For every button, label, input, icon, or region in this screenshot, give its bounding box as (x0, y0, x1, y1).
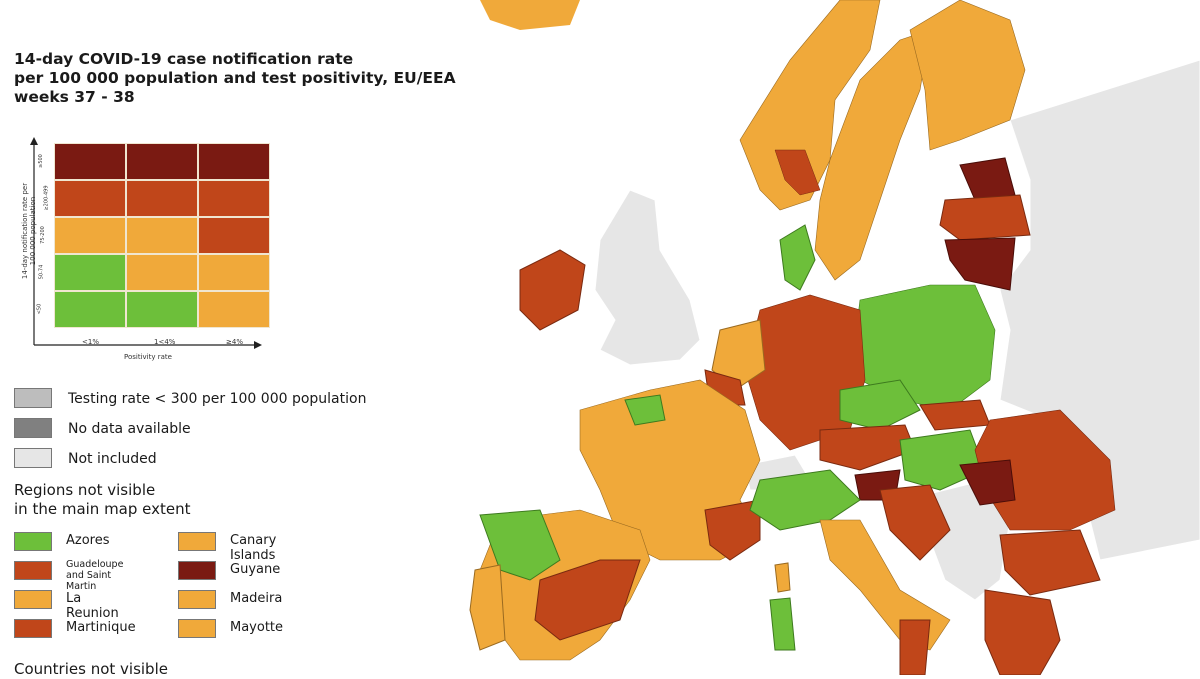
map-title: 14-day COVID-19 case notification rate p… (14, 50, 456, 106)
matrix-row-label: <50 (36, 303, 43, 315)
map-italy-south (899, 619, 931, 676)
region-swatch (14, 590, 52, 609)
no-data-swatch (14, 418, 52, 438)
region-swatch (178, 532, 216, 551)
map-spain-north-west (479, 509, 561, 581)
map-croatia (879, 484, 951, 561)
map-latvia (939, 194, 1031, 241)
map-norway (739, 0, 881, 211)
matrix-cell (54, 254, 126, 291)
region-swatch (178, 590, 216, 609)
map-ireland (519, 249, 586, 331)
region-label: Madeira (230, 591, 283, 606)
map-slovakia (919, 399, 991, 431)
matrix-axes (30, 137, 262, 349)
region-label: Canary Islands (230, 533, 277, 563)
rate-positivity-matrix: 14-day notification rate per 100 000 pop… (14, 135, 274, 365)
matrix-col-label: 1<4% (154, 338, 176, 346)
matrix-cell (198, 291, 270, 328)
region-label: Guadeloupe and Saint Martin (66, 559, 124, 592)
matrix-row-label: 75-200 (39, 226, 46, 244)
matrix-cell (126, 180, 198, 217)
regions-heading: Regions not visible in the main map exte… (14, 481, 191, 518)
map-estonia (959, 157, 1016, 201)
map-sardinia (769, 597, 796, 651)
region-label: La Reunion (66, 591, 119, 621)
matrix-cell (126, 217, 198, 254)
map-czechia (839, 379, 921, 431)
map-uk-not-included (594, 189, 701, 366)
map-bulgaria (999, 529, 1101, 596)
not-included-swatch (14, 448, 52, 468)
matrix-cell (54, 143, 126, 180)
map-greece (984, 589, 1061, 676)
matrix-cell (198, 180, 270, 217)
map-sweden (814, 29, 931, 281)
matrix-cell (54, 180, 126, 217)
matrix-row-label: ≥200-499 (43, 185, 50, 211)
map-norway-south (774, 149, 821, 196)
map-finland (909, 0, 1026, 151)
matrix-cell (54, 217, 126, 254)
map-france-south-east (704, 499, 761, 561)
region-label: Mayotte (230, 620, 284, 635)
matrix-cell (198, 254, 270, 291)
matrix-row-label: ≥500 (37, 154, 44, 168)
region-label: Guyane (230, 562, 281, 577)
map-denmark (779, 224, 816, 291)
matrix-col-label: ≥4% (226, 338, 243, 346)
testing-rate-swatch (14, 388, 52, 408)
map-hungary (899, 429, 986, 491)
matrix-cell (54, 291, 126, 328)
map-greenland-iceland (480, 0, 580, 30)
matrix-row-label: 50-74 (38, 264, 45, 280)
region-swatch (14, 532, 52, 551)
matrix-x-axis-label: Positivity rate (124, 353, 172, 361)
map-corsica (774, 562, 791, 593)
map-romania-north (959, 459, 1016, 506)
matrix-col-label: <1% (82, 338, 99, 346)
map-germany (744, 294, 866, 451)
map-benelux (711, 319, 766, 391)
matrix-cell (198, 143, 270, 180)
map-austria (819, 424, 916, 471)
map-russia-not-included (999, 59, 1200, 561)
testing-rate-label: Testing rate < 300 per 100 000 populatio… (68, 391, 367, 407)
no-data-label: No data available (68, 421, 191, 437)
region-label: Azores (66, 533, 110, 548)
matrix-cell (126, 254, 198, 291)
countries-heading: Countries not visible (14, 660, 168, 678)
map-lithuania (944, 237, 1016, 291)
map-portugal (469, 564, 506, 651)
region-label: Martinique (66, 620, 136, 635)
region-swatch (14, 619, 52, 638)
region-swatch (178, 561, 216, 580)
region-swatch (14, 561, 52, 580)
matrix-y-axis-label: 14-day notification rate per 100 000 pop… (21, 182, 37, 280)
not-included-label: Not included (68, 451, 157, 467)
matrix-cell (126, 291, 198, 328)
region-swatch (178, 619, 216, 638)
map-italy (819, 519, 951, 651)
map-spain-center (534, 559, 641, 641)
matrix-cell (198, 217, 270, 254)
matrix-cell (126, 143, 198, 180)
map-paris-region (624, 394, 666, 426)
